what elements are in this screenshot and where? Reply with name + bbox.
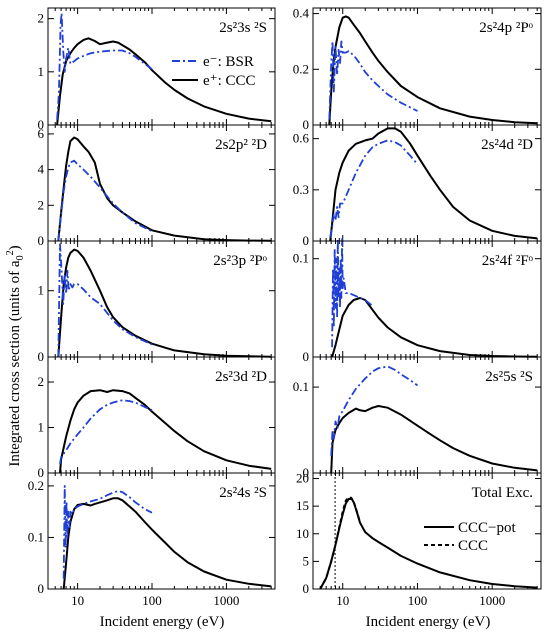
y-tick-label-0: 1	[38, 64, 45, 79]
y-tick-label-0: 0	[38, 117, 45, 132]
series-line-3-0	[329, 127, 538, 242]
panel-8: 0 0.1 0.2 10 100 1000 2s²4s ²S	[28, 472, 276, 608]
y-axis-label-sub: 0	[15, 255, 26, 260]
y-tick-label-3: 0	[303, 233, 310, 248]
y-tick-label-2: 2	[38, 197, 45, 212]
y-tick-label-5: 0	[303, 349, 310, 364]
legend-ccc-label: e⁺: CCC	[203, 73, 256, 89]
series-line-9-0	[319, 497, 538, 590]
series-line-4-0	[57, 248, 272, 358]
y-tick-label-3: 0.6	[293, 131, 310, 146]
legend-ccc-pot-label: CCC−pot	[458, 520, 516, 536]
panel-frame-8	[47, 472, 276, 590]
legend-bsr-label: e⁻: BSR	[203, 54, 254, 70]
y-tick-label-9: 15	[296, 498, 309, 513]
y-tick-label-1: 0	[303, 117, 310, 132]
y-tick-label-0: 2	[38, 11, 45, 26]
y-tick-label-9: 5	[303, 553, 310, 568]
panel-title-2: 2s2p² ²D	[215, 137, 267, 153]
panel-1: 0 0.2 0.4 2s²4p ²Pᵒ	[293, 6, 542, 132]
y-tick-label-6: 0	[38, 465, 45, 480]
panel-4: 0 1 2s²3p ²Pᵒ	[38, 240, 276, 364]
y-tick-label-3: 0.3	[293, 182, 309, 197]
y-tick-label-4: 1	[38, 283, 45, 298]
series-line-8-1	[62, 484, 153, 579]
series-line-1-0	[328, 15, 538, 126]
y-tick-label-1: 0.4	[293, 6, 310, 21]
series-line-0-1	[56, 12, 153, 120]
y-tick-label-7: 0	[303, 465, 310, 480]
panel-2: 0 2 4 6 2s2p² ²D	[38, 124, 276, 248]
series-line-2-0	[57, 136, 272, 242]
panel-title-9: Total Exc.	[472, 485, 533, 501]
legend-ccc2-label: CCC	[458, 538, 488, 554]
y-tick-label-2: 6	[38, 126, 45, 141]
series-line-7-1	[330, 365, 419, 456]
series-line-9-1	[319, 496, 361, 590]
x-tick-label-8: 100	[142, 593, 162, 608]
y-tick-label-1: 0.2	[293, 61, 309, 76]
y-tick-label-8: 0.1	[28, 529, 44, 544]
x-tick-label-8: 10	[71, 593, 84, 608]
y-tick-label-6: 2	[38, 374, 45, 389]
y-tick-label-6: 1	[38, 420, 45, 435]
panel-title-0: 2s²3s ²S	[219, 20, 267, 36]
series-line-0-0	[56, 37, 272, 126]
x-axis-label-left: Incident energy (eV)	[100, 614, 225, 630]
series-line-1-1	[328, 40, 418, 120]
panel-title-5: 2s²4f ²Fᵒ	[482, 253, 534, 269]
series-line-6-1	[59, 399, 153, 465]
legend-left: e⁻: BSR e⁺: CCC	[172, 54, 256, 89]
legend-total: CCC−pot CCC	[424, 520, 516, 554]
x-tick-label-9: 1000	[479, 593, 505, 608]
panel-6: 0 1 2 2s²3d ²D	[38, 356, 276, 480]
panel-5: 0 0.1 2s²4f ²Fᵒ	[293, 238, 542, 364]
series-line-8-0	[62, 497, 272, 590]
panel-title-6: 2s²3d ²D	[215, 369, 267, 385]
panel-7: 0 0.1 2s²5s ²S	[293, 356, 542, 480]
panel-0: 0 1 2 2s²3s ²S	[38, 7, 276, 132]
series-line-7-0	[330, 405, 538, 474]
y-tick-label-9: 20	[296, 471, 309, 486]
y-tick-label-7: 0.1	[293, 379, 309, 394]
series-line-4-1	[57, 243, 153, 358]
panel-title-8: 2s²4s ²S	[219, 485, 267, 501]
series-line-3-1	[329, 139, 419, 238]
y-axis-label-sup: 2	[5, 250, 16, 255]
panel-title-7: 2s²5s ²S	[485, 369, 533, 385]
x-tick-label-9: 10	[336, 593, 349, 608]
y-tick-label-2: 0	[38, 233, 45, 248]
series-line-2-1	[57, 159, 153, 242]
panel-3: 0 0.3 0.6 2s²4d ²D	[293, 124, 542, 248]
series-line-5-0	[331, 297, 538, 358]
x-axis-label-right: Incident energy (eV)	[366, 614, 491, 630]
panel-frame-9	[312, 472, 542, 590]
y-tick-label-9: 10	[296, 526, 309, 541]
y-tick-label-4: 0	[38, 349, 45, 364]
y-tick-label-2: 4	[38, 162, 45, 177]
y-tick-label-9: 0	[303, 581, 310, 596]
y-tick-label-5: 0.1	[293, 251, 309, 266]
series-line-6-0	[59, 389, 272, 474]
x-tick-label-9: 100	[408, 593, 428, 608]
x-tick-label-8: 1000	[213, 593, 239, 608]
panel-title-3: 2s²4d ²D	[481, 137, 533, 153]
y-tick-label-8: 0	[38, 581, 45, 596]
panel-title-1: 2s²4p ²Pᵒ	[479, 20, 533, 36]
panel-9: 0 5 10 15 20 10 100 1000 Total Exc.	[296, 471, 542, 608]
y-tick-label-8: 0.2	[28, 478, 44, 493]
panel-title-4: 2s²3p ²Pᵒ	[213, 253, 267, 269]
y-axis-label: Integrated cross section (units of a02)	[5, 245, 26, 466]
series-line-5-1	[331, 238, 374, 348]
